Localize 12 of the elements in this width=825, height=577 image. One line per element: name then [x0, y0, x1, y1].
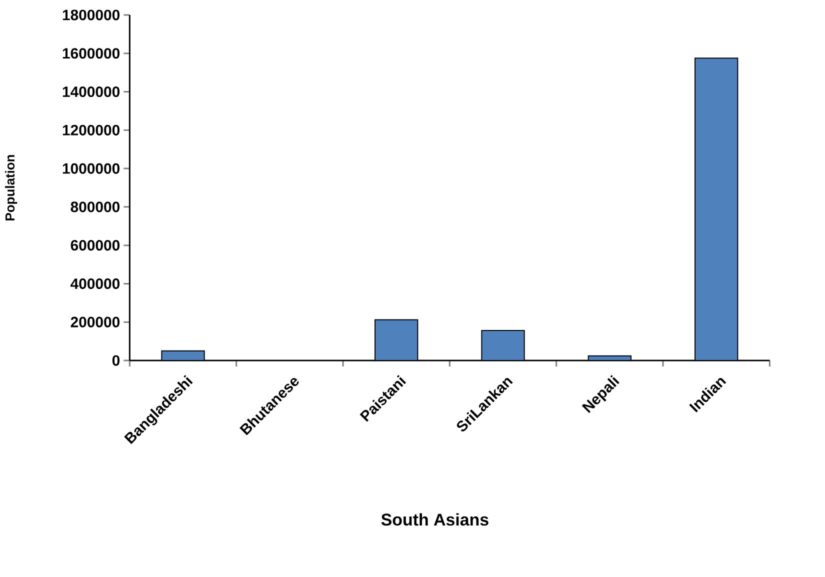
y-tick-label: 1000000	[62, 163, 120, 174]
x-axis-title: South Asians	[381, 513, 488, 526]
y-tick-label: 800000	[70, 202, 120, 212]
y-tick-label: 1200000	[62, 124, 120, 136]
y-tick-label: 0	[112, 355, 120, 366]
y-axis-title: Population	[5, 155, 18, 220]
y-tick-label: 1400000	[62, 86, 120, 98]
y-tick-label: 1800000	[62, 10, 120, 20]
y-tick-label: 600000	[70, 240, 120, 251]
y-tick-label: 200000	[70, 316, 120, 328]
y-tick-label: 400000	[70, 278, 120, 289]
y-tick-label: 1600000	[62, 48, 120, 59]
